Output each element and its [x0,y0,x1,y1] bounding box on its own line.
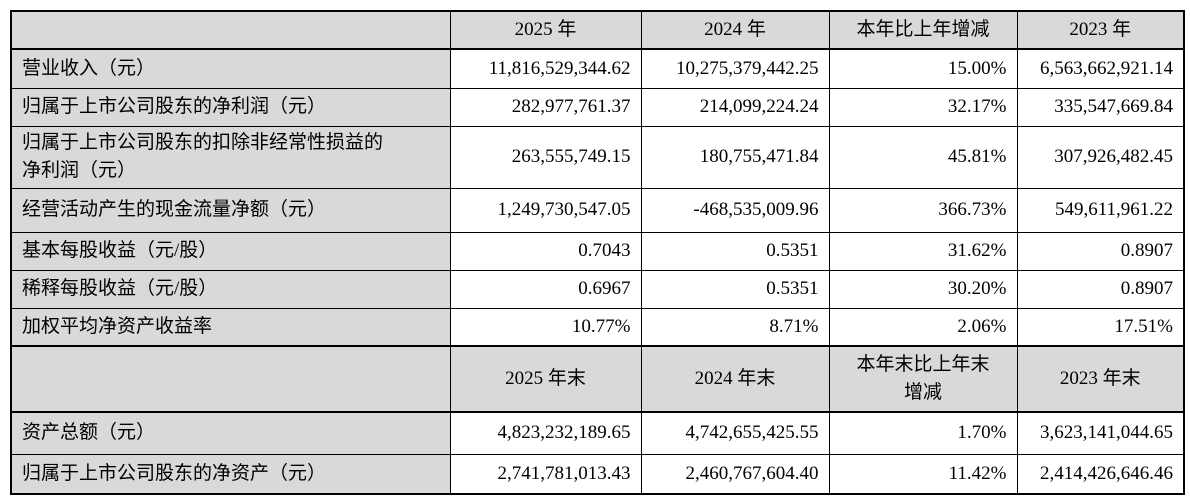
financial-summary-table: 2025 年 2024 年 本年比上年增减 2023 年 营业收入（元） 11,… [10,10,1185,495]
cell-change: 366.73% [828,187,1018,233]
table-row-total-assets: 资产总额（元） 4,823,232,189.65 4,742,655,425.5… [10,411,1185,455]
table-row-net-profit-deducted: 归属于上市公司股东的扣除非经常性损益的 净利润（元） 263,555,749.1… [10,125,1185,189]
col-header-2024-end: 2024 年末 [640,345,830,413]
cell-2023: 549,611,961.22 [1016,187,1185,233]
cell-2024: -468,535,009.96 [640,187,830,233]
cell-2024: 0.5351 [640,269,830,309]
cell-2024: 214,099,224.24 [640,87,830,127]
table-row-diluted-eps: 稀释每股收益（元/股） 0.6967 0.5351 30.20% 0.8907 [10,269,1185,309]
cell-2024: 4,742,655,425.55 [640,411,830,455]
cell-2025: 11,816,529,344.62 [449,48,642,89]
table-row-weighted-avg-roe: 加权平均净资产收益率 10.77% 8.71% 2.06% 17.51% [10,307,1185,347]
col-header-2023: 2023 年 [1016,10,1185,50]
cell-2024: 180,755,471.84 [640,125,830,189]
cell-change: 15.00% [828,48,1018,89]
col-header-2024: 2024 年 [640,10,830,50]
cell-2023: 0.8907 [1016,231,1185,271]
table-header-period-end: 2025 年末 2024 年末 本年末比上年末 增减 2023 年末 [10,345,1185,413]
cell-change: 32.17% [828,87,1018,127]
col-header-end-change: 本年末比上年末 增减 [828,345,1018,413]
cell-change: 11.42% [828,453,1018,495]
col-header-yoy-change: 本年比上年增减 [828,10,1018,50]
cell-2024: 8.71% [640,307,830,347]
cell-2024: 0.5351 [640,231,830,271]
col-header-2025: 2025 年 [449,10,642,50]
row-label: 基本每股收益（元/股） [10,231,451,271]
cell-change: 1.70% [828,411,1018,455]
cell-2023: 3,623,141,044.65 [1016,411,1185,455]
table-header-annual: 2025 年 2024 年 本年比上年增减 2023 年 [10,10,1185,50]
corner-cell [10,10,451,50]
cell-change: 2.06% [828,307,1018,347]
row-label: 归属于上市公司股东的净资产（元） [10,453,451,495]
table-row-net-profit: 归属于上市公司股东的净利润（元） 282,977,761.37 214,099,… [10,87,1185,127]
cell-2025: 10.77% [449,307,642,347]
row-label: 营业收入（元） [10,48,451,89]
cell-change: 31.62% [828,231,1018,271]
cell-2025: 4,823,232,189.65 [449,411,642,455]
row-label: 稀释每股收益（元/股） [10,269,451,309]
table-row-net-assets: 归属于上市公司股东的净资产（元） 2,741,781,013.43 2,460,… [10,453,1185,495]
corner-cell [10,345,451,413]
cell-2025: 1,249,730,547.05 [449,187,642,233]
cell-2023: 335,547,669.84 [1016,87,1185,127]
table-row-basic-eps: 基本每股收益（元/股） 0.7043 0.5351 31.62% 0.8907 [10,231,1185,271]
cell-2025: 2,741,781,013.43 [449,453,642,495]
row-label: 资产总额（元） [10,411,451,455]
cell-2023: 6,563,662,921.14 [1016,48,1185,89]
col-header-2025-end: 2025 年末 [449,345,642,413]
cell-2023: 307,926,482.45 [1016,125,1185,189]
row-label: 归属于上市公司股东的扣除非经常性损益的 净利润（元） [10,125,451,189]
row-label: 加权平均净资产收益率 [10,307,451,347]
cell-2023: 2,414,426,646.46 [1016,453,1185,495]
col-header-2023-end: 2023 年末 [1016,345,1185,413]
row-label: 归属于上市公司股东的净利润（元） [10,87,451,127]
cell-2025: 282,977,761.37 [449,87,642,127]
cell-2024: 10,275,379,442.25 [640,48,830,89]
cell-change: 45.81% [828,125,1018,189]
cell-2025: 0.7043 [449,231,642,271]
table-row-revenue: 营业收入（元） 11,816,529,344.62 10,275,379,442… [10,48,1185,89]
cell-2024: 2,460,767,604.40 [640,453,830,495]
cell-2023: 17.51% [1016,307,1185,347]
table-row-operating-cash-flow: 经营活动产生的现金流量净额（元） 1,249,730,547.05 -468,5… [10,187,1185,233]
cell-2025: 0.6967 [449,269,642,309]
cell-2025: 263,555,749.15 [449,125,642,189]
cell-change: 30.20% [828,269,1018,309]
row-label: 经营活动产生的现金流量净额（元） [10,187,451,233]
cell-2023: 0.8907 [1016,269,1185,309]
